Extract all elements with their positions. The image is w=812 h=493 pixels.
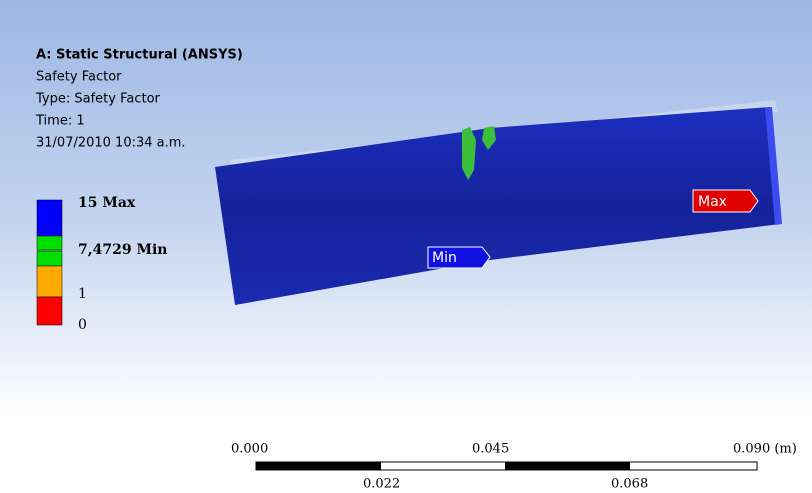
title: A: Static Structural (ANSYS) xyxy=(36,48,243,63)
scale-label: 0.090 (m) xyxy=(733,442,797,457)
legend-label: 15 Max xyxy=(78,195,136,211)
page: A: Static Structural (ANSYS) Safety Fact… xyxy=(0,0,812,493)
legend-swatch xyxy=(37,251,62,266)
scale-segment xyxy=(256,462,381,470)
info-line: Type: Safety Factor xyxy=(35,92,161,107)
legend-swatch xyxy=(37,297,62,325)
max-probe-label: Max xyxy=(698,194,727,210)
info-line: 31/07/2010 10:34 a.m. xyxy=(36,136,186,151)
min-probe-label: Min xyxy=(432,250,457,266)
scale-segment xyxy=(505,462,630,470)
legend-swatch xyxy=(37,236,62,250)
legend-label: 1 xyxy=(78,286,87,302)
info-line: Safety Factor xyxy=(36,70,122,85)
legend-label: 0 xyxy=(78,317,87,333)
scale-label: 0.022 xyxy=(363,477,400,492)
viewport: A: Static Structural (ANSYS) Safety Fact… xyxy=(0,0,812,493)
scale-label: 0.045 xyxy=(472,442,509,457)
legend-swatch xyxy=(37,200,62,236)
legend-label: 7,4729 Min xyxy=(78,242,167,258)
scale-label: 0.000 xyxy=(231,442,268,457)
info-line: Time: 1 xyxy=(35,114,85,129)
scale-label: 0.068 xyxy=(611,477,648,492)
legend-swatch xyxy=(37,266,62,297)
